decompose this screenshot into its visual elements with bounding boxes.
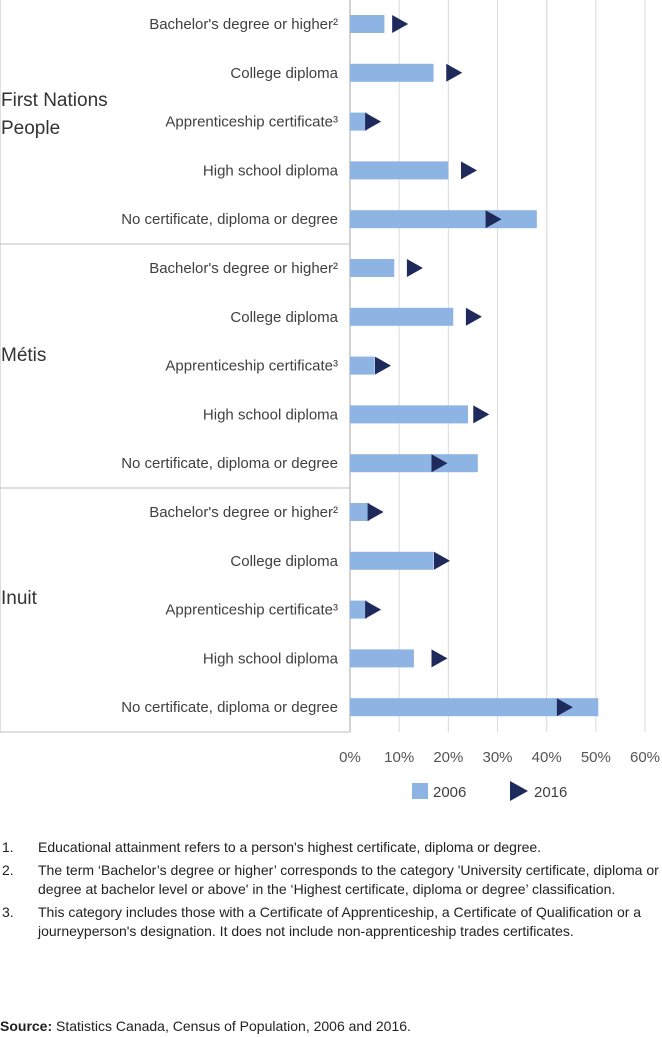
bar-2006 bbox=[350, 210, 537, 229]
bar-2006 bbox=[350, 649, 414, 668]
x-tick-label: 10% bbox=[384, 749, 414, 766]
group-label: People bbox=[1, 118, 60, 139]
group-label: First Nations bbox=[1, 90, 108, 111]
bar-2006 bbox=[350, 161, 449, 180]
bar-2006 bbox=[350, 454, 478, 473]
category-label: College diploma bbox=[230, 65, 338, 82]
legend-label-2006: 2006 bbox=[433, 784, 466, 801]
category-label: High school diploma bbox=[203, 162, 339, 179]
marker-2016 bbox=[465, 307, 482, 326]
marker-2016 bbox=[433, 551, 450, 570]
footnote: 2. The term ‘Bachelor’s degree or higher… bbox=[0, 861, 662, 899]
x-tick-label: 0% bbox=[339, 749, 361, 766]
category-label: Bachelor's degree or higher² bbox=[149, 504, 338, 521]
category-label: No certificate, diploma or degree bbox=[121, 211, 338, 228]
marker-2016 bbox=[374, 356, 391, 375]
category-label: College diploma bbox=[230, 309, 338, 326]
category-label: Bachelor's degree or higher² bbox=[149, 16, 338, 33]
bar-2006 bbox=[350, 405, 468, 424]
bar-2006 bbox=[350, 356, 375, 375]
bar-2006 bbox=[350, 503, 370, 521]
footnote: 3. This category includes those with a C… bbox=[0, 903, 662, 941]
source-text: Statistics Canada, Census of Population,… bbox=[52, 1018, 411, 1034]
legend-label-2016: 2016 bbox=[534, 784, 567, 801]
x-tick-label: 30% bbox=[482, 749, 512, 766]
x-tick-label: 60% bbox=[630, 749, 660, 766]
footnote-text: This category includes those with a Cert… bbox=[38, 904, 642, 939]
marker-2016 bbox=[365, 600, 382, 619]
bar-2006 bbox=[350, 307, 454, 326]
marker-2016 bbox=[431, 454, 448, 473]
bar-2006 bbox=[350, 600, 368, 619]
category-label: Apprenticeship certificate³ bbox=[165, 358, 338, 375]
footnote-number: 3. bbox=[2, 904, 14, 920]
bar-2006 bbox=[350, 15, 385, 33]
category-label: No certificate, diploma or degree bbox=[121, 699, 338, 716]
category-label: Apprenticeship certificate³ bbox=[165, 114, 338, 131]
bar-2006 bbox=[350, 112, 368, 131]
x-tick-label: 40% bbox=[532, 749, 562, 766]
bar-2006 bbox=[350, 551, 434, 570]
marker-2016 bbox=[446, 63, 463, 82]
marker-2016 bbox=[461, 161, 477, 180]
footnote-number: 1. bbox=[2, 839, 14, 855]
marker-2016 bbox=[365, 112, 382, 131]
footnote: 1. Educational attainment refers to a pe… bbox=[0, 838, 662, 857]
category-label: High school diploma bbox=[203, 406, 339, 423]
bar-2006 bbox=[350, 63, 434, 82]
footnote-text: Educational attainment refers to a perso… bbox=[38, 839, 542, 855]
source-label: Source: bbox=[0, 1018, 53, 1034]
marker-2016 bbox=[392, 15, 409, 33]
legend-swatch-2006 bbox=[412, 783, 428, 799]
marker-2016 bbox=[556, 698, 573, 717]
x-tick-label: 20% bbox=[433, 749, 463, 766]
marker-2016 bbox=[406, 259, 423, 277]
group-label: Inuit bbox=[1, 588, 38, 609]
source-line: Source: Statistics Canada, Census of Pop… bbox=[0, 1018, 411, 1034]
bar-2006 bbox=[350, 698, 599, 717]
footnote-number: 2. bbox=[2, 862, 14, 878]
category-label: Bachelor's degree or higher² bbox=[149, 260, 338, 277]
bar-2006 bbox=[350, 259, 395, 277]
legend-marker-2016 bbox=[510, 781, 528, 801]
x-tick-label: 50% bbox=[581, 749, 611, 766]
group-label: Métis bbox=[1, 345, 46, 366]
marker-2016 bbox=[485, 210, 502, 229]
category-label: High school diploma bbox=[203, 650, 339, 667]
marker-2016 bbox=[431, 649, 448, 668]
chart: 0% 10% 20% 30% 40% 50% 60% First Nations People B… bbox=[0, 0, 660, 801]
marker-2016 bbox=[473, 405, 490, 424]
category-label: College diploma bbox=[230, 553, 338, 570]
footnotes: 1. Educational attainment refers to a pe… bbox=[0, 838, 662, 945]
category-label: Apprenticeship certificate³ bbox=[165, 602, 338, 619]
category-label: No certificate, diploma or degree bbox=[121, 455, 338, 472]
footnote-text: The term ‘Bachelor’s degree or higher’ c… bbox=[38, 862, 659, 897]
marker-2016 bbox=[367, 503, 384, 521]
